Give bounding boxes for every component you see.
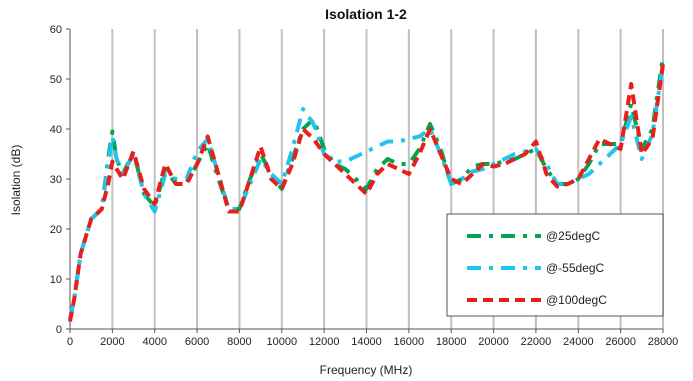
x-tick-label-28000: 28000 bbox=[648, 336, 679, 348]
x-tick-label-16000: 16000 bbox=[394, 336, 425, 348]
legend-label-25degc: @25degC bbox=[546, 229, 601, 243]
legend-label-100degc: @100degC bbox=[546, 293, 607, 307]
x-tick-label-18000: 18000 bbox=[436, 336, 467, 348]
y-tick-label-30: 30 bbox=[50, 174, 62, 186]
y-tick-label-40: 40 bbox=[50, 124, 62, 136]
y-tick-label-10: 10 bbox=[50, 274, 62, 286]
x-tick-label-6000: 6000 bbox=[185, 336, 209, 348]
x-tick-label-26000: 26000 bbox=[605, 336, 636, 348]
x-axis-title: Frequency (MHz) bbox=[320, 363, 413, 377]
x-tick-label-20000: 20000 bbox=[478, 336, 509, 348]
y-tick-label-20: 20 bbox=[50, 224, 62, 236]
y-tick-label-60: 60 bbox=[50, 24, 62, 36]
y-axis-title: Isolation (dB) bbox=[9, 145, 23, 216]
legend-label-minus55degc: @-55degC bbox=[546, 261, 605, 275]
x-tick-label-2000: 2000 bbox=[100, 336, 124, 348]
x-tick-label-22000: 22000 bbox=[521, 336, 552, 348]
x-tick-label-10000: 10000 bbox=[266, 336, 297, 348]
chart-title: Isolation 1-2 bbox=[325, 6, 407, 22]
x-tick-label-14000: 14000 bbox=[351, 336, 382, 348]
y-tick-label-0: 0 bbox=[56, 324, 62, 336]
x-tick-label-24000: 24000 bbox=[563, 336, 594, 348]
y-tick-label-50: 50 bbox=[50, 74, 62, 86]
legend: @25degC @-55degC @100degC bbox=[447, 214, 663, 316]
x-tick-label-8000: 8000 bbox=[227, 336, 251, 348]
x-tick-label-12000: 12000 bbox=[309, 336, 340, 348]
x-tick-label-4000: 4000 bbox=[142, 336, 166, 348]
x-tick-label-0: 0 bbox=[67, 336, 73, 348]
